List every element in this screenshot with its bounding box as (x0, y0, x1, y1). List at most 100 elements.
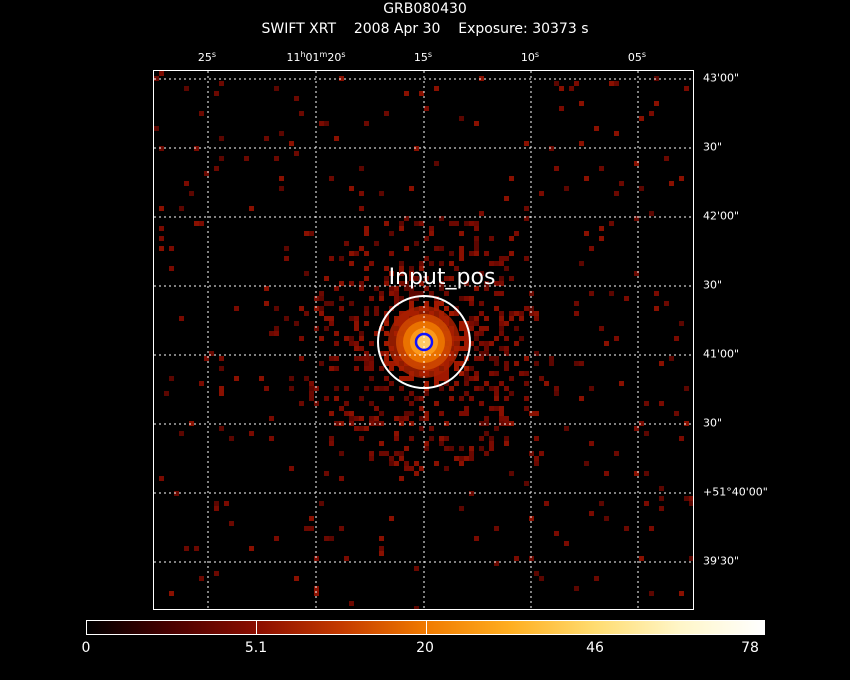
photon-pixel (514, 231, 519, 236)
photon-pixel (484, 281, 489, 286)
photon-pixel (464, 456, 469, 461)
photon-pixel (379, 291, 384, 296)
xray-image[interactable]: Input_pos (153, 70, 694, 610)
photon-pixel (409, 466, 414, 471)
photon-pixel (489, 371, 494, 376)
photon-pixel (579, 261, 584, 266)
photon-pixel (424, 286, 429, 291)
photon-pixel (174, 491, 179, 496)
photon-pixel (269, 416, 274, 421)
photon-pixel (574, 301, 579, 306)
photon-pixel (384, 451, 389, 456)
photon-pixel (409, 301, 414, 306)
photon-pixel (484, 286, 489, 291)
photon-pixel (549, 356, 554, 361)
photon-pixel (349, 411, 354, 416)
photon-pixel (354, 346, 359, 351)
ra-tick-label: 11h01m20s (286, 50, 346, 64)
dec-tick-label: 43'00" (703, 71, 740, 85)
photon-pixel (499, 381, 504, 386)
photon-pixel (344, 386, 349, 391)
photon-pixel (359, 206, 364, 211)
photon-pixel (314, 296, 319, 301)
photon-pixel (334, 366, 339, 371)
photon-pixel (529, 306, 534, 311)
photon-pixel (334, 341, 339, 346)
photon-pixel (434, 246, 439, 251)
photon-pixel (309, 396, 314, 401)
photon-pixel (404, 446, 409, 451)
photon-pixel (634, 426, 639, 431)
photon-pixel (684, 386, 689, 391)
photon-pixel (364, 386, 369, 391)
photon-pixel (424, 441, 429, 446)
photon-pixel (459, 251, 464, 256)
photon-pixel (609, 291, 614, 296)
photon-pixel (169, 266, 174, 271)
photon-pixel (494, 426, 499, 431)
photon-pixel (459, 116, 464, 121)
photon-pixel (329, 356, 334, 361)
photon-pixel (444, 276, 449, 281)
photon-pixel (619, 181, 624, 186)
photon-pixel (579, 141, 584, 146)
photon-pixel (499, 256, 504, 261)
photon-pixel (464, 391, 469, 396)
photon-pixel (644, 471, 649, 476)
photon-pixel (469, 301, 474, 306)
photon-pixel (389, 286, 394, 291)
photon-pixel (389, 251, 394, 256)
photon-pixel (514, 326, 519, 331)
photon-pixel (494, 361, 499, 366)
photon-pixel (404, 216, 409, 221)
photon-pixel (414, 241, 419, 246)
photon-pixel (404, 246, 409, 251)
photon-pixel (169, 246, 174, 251)
photon-pixel (604, 516, 609, 521)
photon-pixel (364, 426, 369, 431)
photon-pixel (424, 391, 429, 396)
photon-pixels (154, 71, 693, 609)
photon-pixel (324, 326, 329, 331)
photon-pixel (229, 436, 234, 441)
photon-pixel (349, 301, 354, 306)
dec-tick-label: 41'00" (703, 347, 740, 361)
photon-pixel (309, 516, 314, 521)
photon-pixel (404, 396, 409, 401)
photon-pixel (594, 576, 599, 581)
photon-pixel (399, 226, 404, 231)
photon-pixel (339, 76, 344, 81)
photon-pixel (524, 371, 529, 376)
ra-tick-label: 05s (627, 50, 647, 64)
photon-pixel (494, 306, 499, 311)
photon-pixel (389, 381, 394, 386)
photon-pixel (289, 386, 294, 391)
photon-pixel (464, 336, 469, 341)
photon-pixel (499, 321, 504, 326)
photon-pixel (179, 431, 184, 436)
photon-pixel (374, 286, 379, 291)
photon-pixel (539, 191, 544, 196)
photon-pixel (399, 421, 404, 426)
photon-pixel (469, 456, 474, 461)
photon-pixel (494, 396, 499, 401)
photon-pixel (534, 461, 539, 466)
photon-pixel (534, 351, 539, 356)
photon-pixel (654, 101, 659, 106)
photon-pixel (554, 166, 559, 171)
photon-pixel (314, 556, 319, 561)
photon-pixel (469, 446, 474, 451)
photon-pixel (329, 256, 334, 261)
photon-pixel (219, 156, 224, 161)
photon-pixel (444, 381, 449, 386)
photon-pixel (449, 276, 454, 281)
photon-pixel (634, 216, 639, 221)
photon-pixel (394, 461, 399, 466)
photon-pixel (319, 296, 324, 301)
photon-pixel (229, 521, 234, 526)
photon-pixel (514, 311, 519, 316)
photon-pixel (379, 326, 384, 331)
photon-pixel (344, 401, 349, 406)
photon-pixel (424, 416, 429, 421)
photon-pixel (554, 81, 559, 86)
